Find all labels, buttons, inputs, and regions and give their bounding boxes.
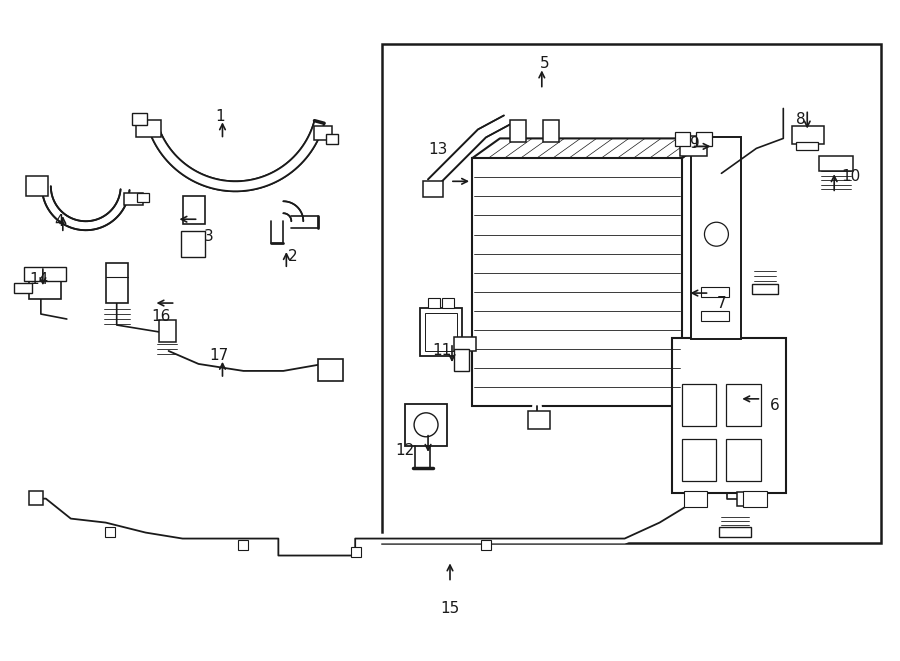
Bar xyxy=(674,132,690,146)
Bar xyxy=(701,311,729,321)
Text: 7: 7 xyxy=(716,295,726,311)
Bar xyxy=(327,134,338,144)
Bar xyxy=(701,287,729,297)
Polygon shape xyxy=(284,201,303,221)
Bar xyxy=(472,159,681,406)
Bar xyxy=(510,120,526,142)
Text: 1: 1 xyxy=(216,109,225,124)
Bar xyxy=(819,157,853,171)
Bar xyxy=(792,126,824,144)
Text: 17: 17 xyxy=(209,348,228,364)
Bar xyxy=(24,267,66,281)
Bar xyxy=(752,284,778,294)
Bar xyxy=(137,193,149,202)
Bar xyxy=(454,349,469,371)
Text: 5: 5 xyxy=(540,56,550,71)
Bar xyxy=(382,44,881,543)
Text: 6: 6 xyxy=(770,399,779,413)
Bar xyxy=(158,320,176,342)
Bar xyxy=(319,359,343,381)
Text: 10: 10 xyxy=(842,169,860,184)
Bar xyxy=(726,384,761,426)
Bar xyxy=(314,126,332,140)
Bar xyxy=(428,298,440,308)
Text: 3: 3 xyxy=(203,229,213,244)
Text: 4: 4 xyxy=(54,214,64,229)
Bar xyxy=(29,490,43,504)
Bar xyxy=(527,411,550,429)
Bar xyxy=(105,263,128,303)
Bar xyxy=(29,277,61,299)
Bar xyxy=(124,193,143,205)
Bar xyxy=(14,283,32,293)
Text: 13: 13 xyxy=(428,142,447,157)
Bar xyxy=(104,527,114,537)
Bar xyxy=(423,181,443,197)
Bar xyxy=(681,439,716,481)
Bar xyxy=(405,404,447,446)
Text: 14: 14 xyxy=(29,272,49,287)
Polygon shape xyxy=(149,121,324,191)
Bar xyxy=(454,337,476,351)
Bar xyxy=(238,539,248,549)
Text: 11: 11 xyxy=(432,344,452,358)
Text: 2: 2 xyxy=(287,249,297,264)
Bar xyxy=(132,113,147,125)
Bar xyxy=(181,231,204,257)
Bar xyxy=(726,439,761,481)
Bar xyxy=(680,136,707,157)
Polygon shape xyxy=(428,116,512,187)
Bar xyxy=(481,539,491,549)
Circle shape xyxy=(414,413,438,437)
Bar xyxy=(671,338,787,492)
Bar xyxy=(681,384,716,426)
Bar xyxy=(683,490,707,506)
Bar xyxy=(543,120,559,142)
Circle shape xyxy=(705,222,728,246)
Text: 8: 8 xyxy=(796,112,806,127)
Bar xyxy=(26,176,49,196)
Text: 12: 12 xyxy=(395,444,415,458)
Bar xyxy=(697,132,713,146)
Polygon shape xyxy=(681,138,709,406)
Polygon shape xyxy=(42,186,130,230)
Bar xyxy=(425,313,457,351)
Bar xyxy=(183,196,204,224)
Polygon shape xyxy=(472,138,709,159)
Bar xyxy=(420,308,462,356)
Bar xyxy=(442,298,454,308)
Bar xyxy=(691,137,742,339)
Bar xyxy=(136,120,161,137)
Text: 16: 16 xyxy=(151,309,170,323)
Bar xyxy=(719,527,752,537)
Bar xyxy=(796,142,818,151)
Bar xyxy=(351,547,361,557)
Text: 9: 9 xyxy=(689,136,699,151)
Text: 15: 15 xyxy=(440,601,460,616)
Bar xyxy=(743,490,768,506)
Bar xyxy=(737,492,753,506)
